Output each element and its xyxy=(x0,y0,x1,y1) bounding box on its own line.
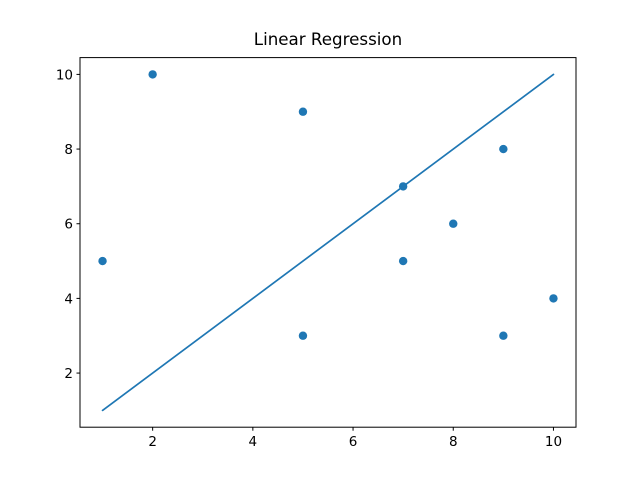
x-tick-label: 10 xyxy=(545,434,562,450)
scatter-point xyxy=(398,182,408,191)
y-tick-label: 2 xyxy=(64,366,73,382)
y-tick-label: 10 xyxy=(56,67,73,83)
scatter-point xyxy=(298,107,308,116)
scatter-point xyxy=(449,219,458,228)
scatter-point xyxy=(499,144,508,154)
scatter-point xyxy=(499,331,508,340)
x-tick-label: 2 xyxy=(148,434,157,450)
y-tick-label: 4 xyxy=(64,291,73,307)
scatter-point xyxy=(98,256,107,266)
x-tick-label: 4 xyxy=(249,434,258,450)
x-tick-label: 8 xyxy=(449,434,458,450)
x-tick-label: 6 xyxy=(349,434,358,450)
scatter-point xyxy=(298,331,308,340)
chart-title: Linear Regression xyxy=(253,29,403,49)
scatter-point xyxy=(398,256,408,266)
axes-frame xyxy=(79,57,577,428)
y-tick-label: 8 xyxy=(64,142,73,158)
regression-line xyxy=(101,73,555,412)
y-tick-label: 6 xyxy=(64,217,73,233)
scatter-point xyxy=(148,70,157,79)
scatter-point xyxy=(549,294,558,303)
